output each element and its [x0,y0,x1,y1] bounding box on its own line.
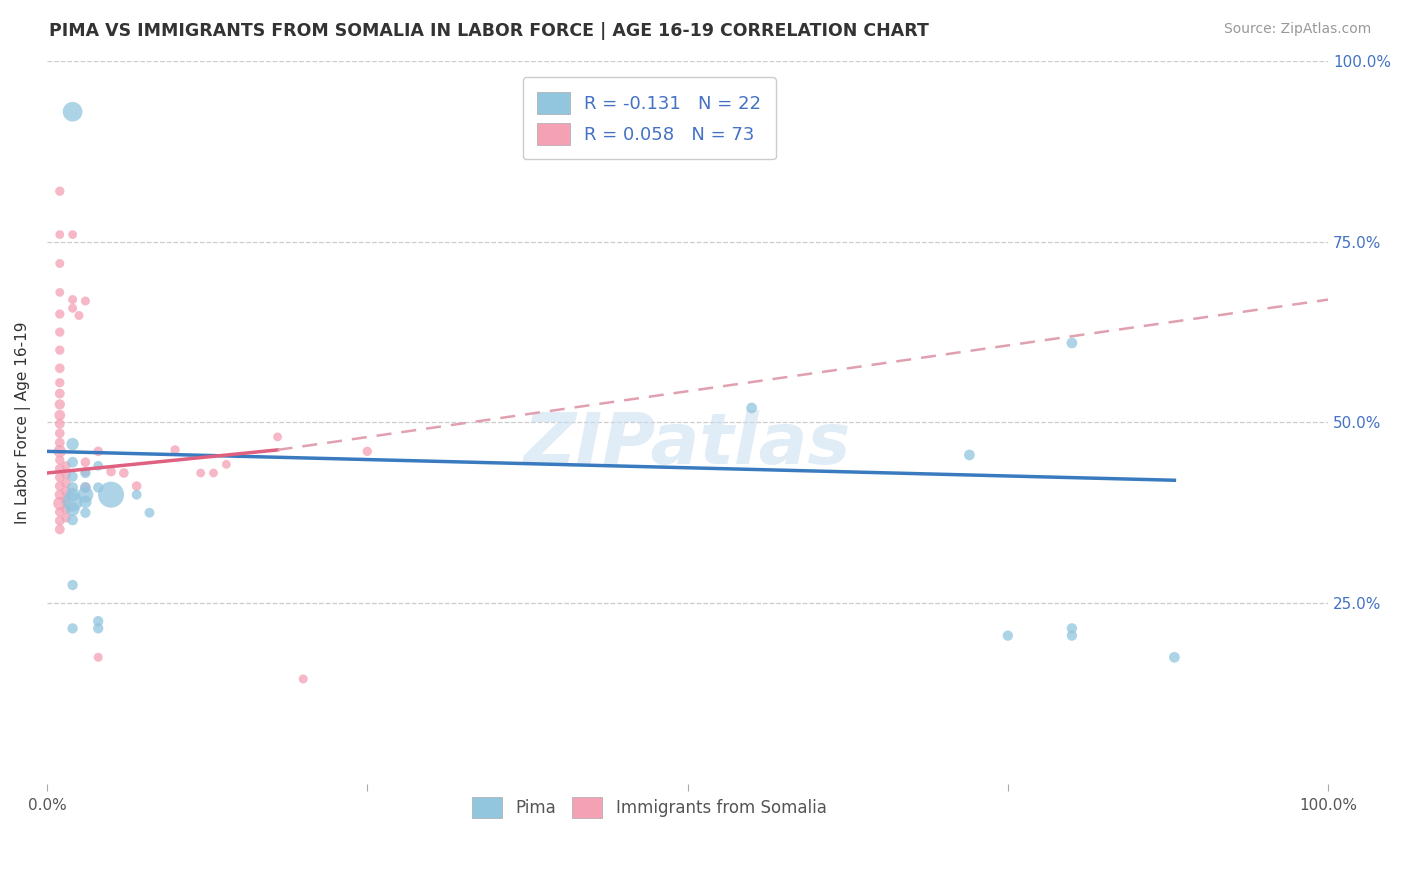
Point [62,227,84,242]
Point [75,466,97,480]
Point [997,629,1019,643]
Point [55,458,77,473]
Point [1060,621,1083,635]
Point [62,301,84,316]
Point [49,417,72,431]
Point [49,444,72,458]
Point [55,502,77,516]
Point [62,437,84,451]
Point [62,578,84,592]
Point [112,466,135,480]
Point [75,465,97,479]
Point [49,488,72,502]
Point [67,309,90,323]
Y-axis label: In Labor Force | Age 16-19: In Labor Force | Age 16-19 [15,321,31,524]
Point [1060,335,1083,350]
Point [49,496,72,510]
Point [125,479,148,493]
Point [49,470,72,484]
Point [138,506,160,520]
Point [75,506,97,520]
Text: Source: ZipAtlas.com: Source: ZipAtlas.com [1223,22,1371,37]
Point [87,480,110,494]
Point [87,458,110,473]
Point [356,444,378,458]
Point [100,465,122,479]
Point [75,480,97,494]
Point [75,488,97,502]
Point [1060,629,1083,643]
Point [87,444,110,458]
Point [125,488,148,502]
Point [49,479,72,493]
Point [62,513,84,527]
Point [292,672,315,686]
Point [75,480,97,494]
Point [190,466,212,480]
Point [55,484,77,499]
Point [62,293,84,307]
Point [215,458,238,472]
Point [957,448,980,462]
Point [49,376,72,390]
Point [49,307,72,321]
Point [165,442,187,457]
Point [87,650,110,665]
Point [49,426,72,441]
Point [87,614,110,628]
Point [62,495,84,509]
Legend: Pima, Immigrants from Somalia: Pima, Immigrants from Somalia [464,789,835,826]
Point [266,430,288,444]
Point [55,467,77,482]
Point [62,104,84,119]
Text: PIMA VS IMMIGRANTS FROM SOMALIA IN LABOR FORCE | AGE 16-19 CORRELATION CHART: PIMA VS IMMIGRANTS FROM SOMALIA IN LABOR… [49,22,929,40]
Point [75,495,97,509]
Point [49,386,72,401]
Point [49,285,72,300]
Point [49,397,72,411]
Point [62,621,84,635]
Point [62,502,84,516]
Point [1163,650,1185,665]
Point [55,511,77,525]
Point [62,480,84,494]
Point [49,256,72,270]
Point [49,227,72,242]
Point [49,522,72,536]
Point [55,476,77,491]
Point [741,401,763,415]
Point [62,469,84,483]
Point [49,343,72,358]
Point [75,293,97,308]
Point [49,184,72,198]
Point [62,488,84,502]
Point [202,466,225,480]
Point [49,453,72,467]
Point [49,435,72,450]
Text: ZIPatlas: ZIPatlas [524,409,851,479]
Point [55,493,77,508]
Point [49,325,72,339]
Point [87,621,110,635]
Point [49,514,72,528]
Point [49,461,72,475]
Point [49,408,72,422]
Point [49,505,72,519]
Point [62,455,84,469]
Point [75,455,97,469]
Point [100,488,122,502]
Point [49,361,72,376]
